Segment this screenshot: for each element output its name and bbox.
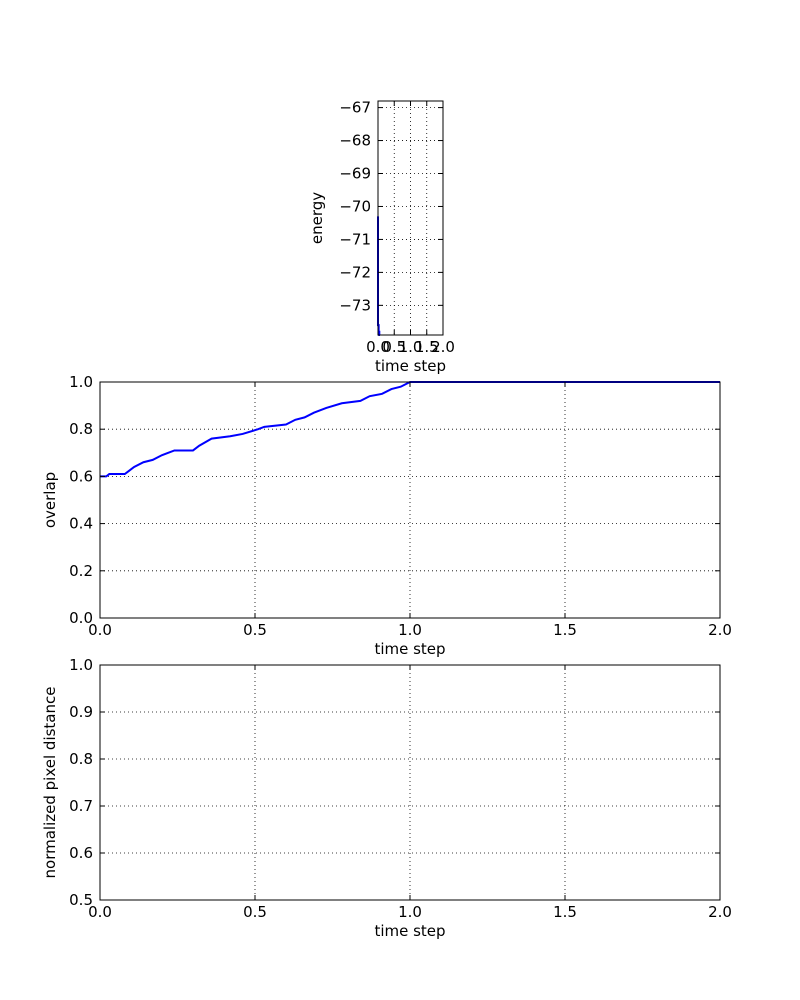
energy-ylabel: energy [308,192,326,244]
distance-xtick-label: 0.5 [243,903,267,921]
overlap-ytick-label: 0.6 [69,467,93,485]
overlap-series-line [100,381,720,478]
distance-ytick-label: 0.7 [69,797,93,815]
distance-xtick-label: 1.5 [553,903,577,921]
overlap-ytick-label: 1.0 [69,373,93,391]
distance-ytick-label: 0.9 [69,703,93,721]
distance-ylabel: normalized pixel distance [41,687,59,879]
distance-ytick-label: 0.5 [69,891,93,909]
energy-xlabel: time step [375,357,446,375]
overlap-xtick-label: 0.0 [88,621,112,639]
overlap-ytick-label: 0.2 [69,562,93,580]
energy-xtick-label: 1.0 [399,338,423,356]
distance-xtick-label: 2.0 [708,903,732,921]
distance-ytick-label: 1.0 [69,656,93,674]
energy-ytick-label: −67 [339,99,371,117]
energy-ytick-label: −71 [339,230,371,248]
energy-ytick-label: −70 [339,197,371,215]
distance-xtick-label: 1.0 [398,903,422,921]
overlap-ylabel: overlap [41,472,59,528]
distance-xlabel: time step [374,922,445,940]
distance-ytick-label: 0.6 [69,844,93,862]
energy-xtick-label: 1.5 [415,338,439,356]
energy-xtick-label: 2.0 [431,338,455,356]
overlap-xtick-label: 1.5 [553,621,577,639]
energy-xtick-label: 0.0 [366,338,390,356]
overlap-ytick-label: 0.0 [69,609,93,627]
distance-xtick-label: 0.0 [88,903,112,921]
energy-ytick-label: −73 [339,296,371,314]
overlap-xtick-label: 1.0 [398,621,422,639]
overlap-xlabel: time step [374,640,445,658]
overlap-xtick-label: 0.5 [243,621,267,639]
energy-ytick-label: −69 [339,165,371,183]
energy-subplot: 0.00.51.01.52.0 −73 −72 −71 −70 −69 −68 −67 time… [308,99,455,375]
overlap-ytick-label: 0.8 [69,420,93,438]
energy-ytick-label: −72 [339,263,371,281]
overlap-ytick-label: 0.4 [69,515,93,533]
energy-ytick-label: −68 [339,132,371,150]
distance-ytick-label: 0.8 [69,750,93,768]
distance-axes-frame [99,664,721,901]
overlap-xtick-label: 2.0 [708,621,732,639]
energy-xtick-label: 0.5 [382,338,406,356]
